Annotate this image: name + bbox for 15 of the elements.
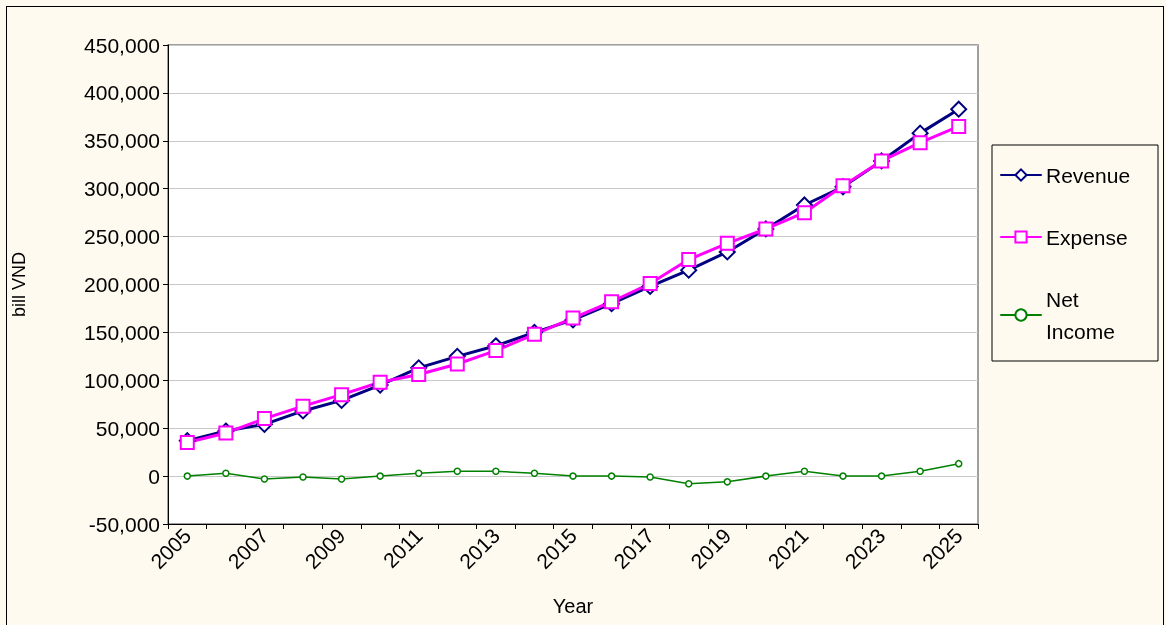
y-axis-title: bill VND [9,251,29,318]
y-tick-label: 0 [148,464,160,488]
y-tick-label: 450,000 [84,33,160,57]
y-tick-label: 350,000 [84,129,160,153]
legend-label: Revenue [1046,163,1131,187]
x-axis-title: Year [552,595,594,617]
y-tick-label: 400,000 [84,81,160,105]
y-tick-label: 300,000 [84,177,160,201]
legend-label: Expense [1046,225,1128,249]
y-tick-label: 250,000 [84,225,160,249]
y-tick-label: 100,000 [84,368,160,392]
legend-label: Net Income [1046,287,1115,343]
y-tick-label: 50,000 [95,416,160,440]
y-tick-label: 150,000 [84,320,160,344]
y-tick-label: 200,000 [84,273,160,296]
